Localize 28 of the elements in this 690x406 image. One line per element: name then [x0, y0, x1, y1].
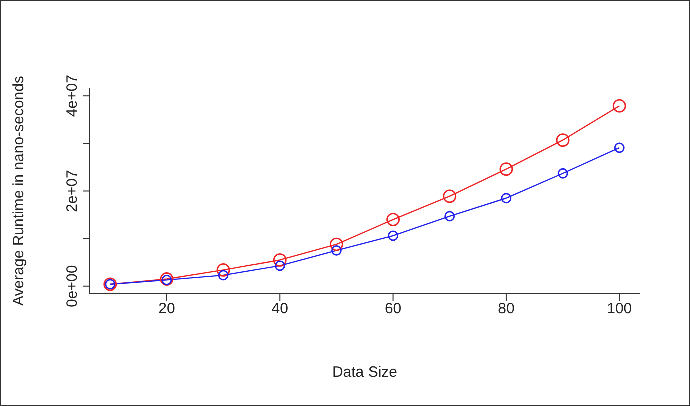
- point: [501, 193, 512, 204]
- point: [500, 162, 514, 176]
- x-tick-label: 20: [158, 300, 176, 318]
- point: [218, 270, 229, 281]
- point: [558, 168, 568, 179]
- x-axis-title: Data Size: [332, 364, 398, 381]
- point: [388, 230, 398, 242]
- y-axis-title: Average Runtime in nano-seconds: [10, 76, 28, 306]
- point: [614, 142, 625, 154]
- point: [332, 246, 342, 256]
- point: [216, 264, 230, 277]
- x-tick-label: 60: [384, 300, 402, 318]
- point: [612, 99, 626, 113]
- x-tick-label: 80: [498, 300, 515, 318]
- point: [330, 238, 344, 252]
- point: [274, 260, 286, 272]
- x-tick-label: 40: [272, 300, 288, 318]
- point: [443, 190, 457, 204]
- point: [444, 211, 456, 222]
- point: [556, 134, 570, 148]
- y-tick-label: 4e+07: [64, 75, 81, 118]
- y-tick-label: 0e+00: [64, 265, 81, 308]
- x-tick-label: 100: [607, 300, 632, 318]
- point: [162, 275, 172, 286]
- point: [386, 213, 400, 226]
- point: [273, 254, 287, 267]
- point: [160, 272, 174, 286]
- y-tick-label: 2e+07: [64, 170, 81, 212]
